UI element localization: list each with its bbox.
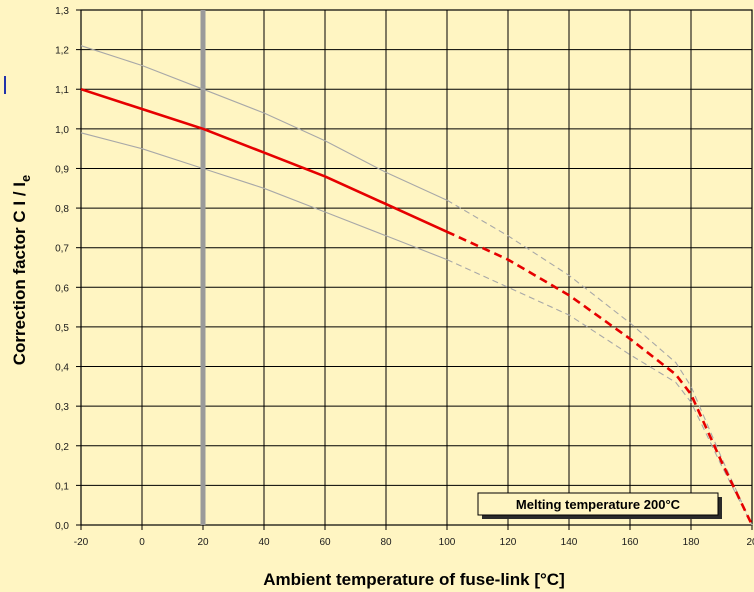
- y-tick-label: 1,2: [55, 46, 69, 57]
- y-tick-label: 1,3: [55, 6, 69, 17]
- series-upper-tolerance-dashed: [446, 199, 753, 526]
- series-nominal-dashed: [446, 230, 754, 526]
- y-tick-label: 0,4: [55, 363, 69, 374]
- x-tick-label: 0: [139, 537, 145, 548]
- y-tick-label: 0,8: [55, 204, 69, 215]
- x-tick-labels: -20 0 20 40 60 80 100 120 140 160 180 20: [74, 537, 754, 548]
- y-tick-label: 0,6: [55, 283, 69, 294]
- x-tick-label: -20: [74, 537, 89, 548]
- x-tick-label: 40: [258, 537, 270, 548]
- series-group: [80, 45, 754, 526]
- y-tick-label: 0,9: [55, 164, 69, 175]
- y-tick-labels: 0,0 0,1 0,2 0,3 0,4 0,5 0,6 0,7 0,8 0,9 1,0 1,1 1,2 1…: [55, 6, 69, 532]
- x-tick-label: 120: [500, 537, 517, 548]
- x-tick-label: 20: [746, 537, 754, 548]
- x-tick-label: 20: [197, 537, 209, 548]
- x-tick-label: 180: [683, 537, 700, 548]
- y-axis-label-subscript: e: [18, 175, 33, 182]
- x-tick-label: 80: [380, 537, 392, 548]
- y-axis-label-main: Correction factor C I / I: [10, 182, 29, 365]
- y-tick-label: 0,1: [55, 481, 69, 492]
- x-axis-label: Ambient temperature of fuse-link [°C]: [263, 570, 565, 589]
- y-tick-label: 0,3: [55, 402, 69, 413]
- series-upper-tolerance-solid: [80, 45, 448, 201]
- x-tick-label: 60: [319, 537, 331, 548]
- reference-line-20c: [200, 10, 206, 525]
- y-tick-label: 1,0: [55, 125, 69, 136]
- plot-frame: [80, 9, 753, 526]
- series-lower-tolerance-solid: [80, 132, 448, 261]
- x-tick-label: 160: [622, 537, 639, 548]
- y-tick-label: 0,2: [55, 442, 69, 453]
- side-marker: [4, 76, 6, 94]
- y-tick-label: 0,0: [55, 521, 69, 532]
- y-tick-label: 1,1: [55, 85, 69, 96]
- y-tick-label: 0,5: [55, 323, 69, 334]
- x-tick-label: 140: [561, 537, 578, 548]
- x-tick-label: 100: [439, 537, 456, 548]
- y-axis-label: Correction factor C I / Ie: [10, 175, 33, 365]
- annotation-box: Melting temperature 200°C: [477, 492, 722, 519]
- grid: [76, 9, 753, 530]
- series-nominal-solid: [80, 87, 448, 233]
- annotation-text: Melting temperature 200°C: [516, 497, 681, 512]
- y-tick-label: 0,7: [55, 244, 69, 255]
- series-lower-tolerance-dashed: [446, 259, 753, 526]
